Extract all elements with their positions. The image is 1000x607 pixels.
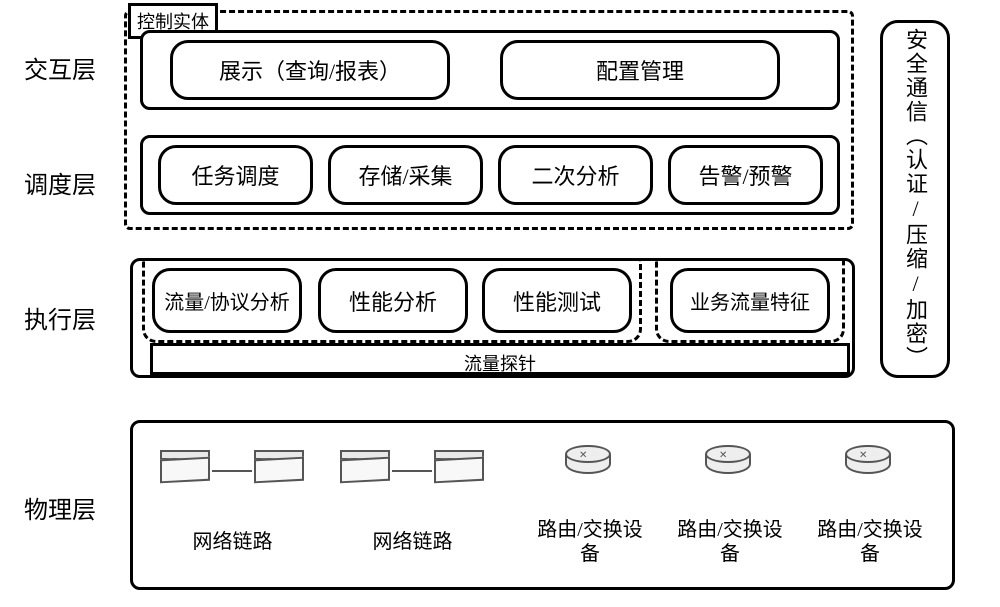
router-label-3: 路由/交换设备 [815, 518, 925, 566]
perf-test-box: 性能测试 [482, 268, 632, 333]
alarm-warning-box: 告警/预警 [668, 145, 823, 205]
layer-label-execution: 执行层 [10, 300, 110, 335]
link-line-icon [212, 470, 252, 472]
router-icon: ✕ [845, 445, 891, 485]
router-label-1: 路由/交换设备 [535, 518, 645, 566]
display-box: 展示（查询/报表） [170, 40, 450, 100]
switch-icon [340, 450, 390, 484]
switch-icon [160, 450, 210, 484]
layer-label-scheduling: 调度层 [10, 165, 110, 200]
router-icon: ✕ [565, 445, 611, 485]
config-mgmt-box: 配置管理 [500, 40, 780, 100]
switch-icon [434, 450, 484, 484]
security-comm-box: 安全通信（认证/压缩/加密） [880, 20, 950, 378]
layer-label-physical: 物理层 [10, 490, 110, 525]
router-label-2: 路由/交换设备 [675, 518, 785, 566]
secondary-analysis-box: 二次分析 [498, 145, 653, 205]
storage-collect-box: 存储/采集 [328, 145, 483, 205]
layer-label-interaction: 交互层 [10, 50, 110, 85]
biz-traffic-box: 业务流量特征 [670, 268, 830, 333]
perf-analysis-box: 性能分析 [318, 268, 468, 333]
traffic-probe-label: 流量探针 [153, 350, 847, 376]
traffic-probe-bar: 流量探针 [150, 343, 850, 375]
net-link-label-1: 网络链路 [160, 530, 305, 554]
link-line-icon [392, 470, 432, 472]
switch-icon [254, 450, 304, 484]
net-link-label-2: 网络链路 [340, 530, 485, 554]
router-icon: ✕ [705, 445, 751, 485]
task-scheduling-box: 任务调度 [158, 145, 313, 205]
traffic-protocol-box: 流量/协议分析 [152, 268, 302, 333]
